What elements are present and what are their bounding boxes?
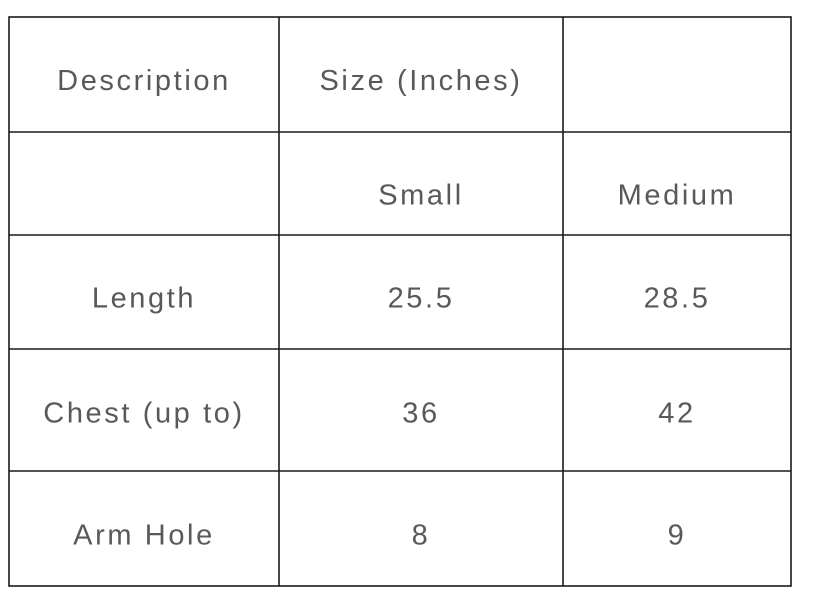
svg-text:36: 36 (402, 397, 439, 429)
svg-text:Size (Inches): Size (Inches) (319, 65, 522, 97)
svg-text:Medium: Medium (618, 180, 737, 212)
svg-text:Chest (up to): Chest (up to) (43, 397, 244, 429)
svg-text:8: 8 (412, 520, 431, 552)
svg-text:25.5: 25.5 (388, 283, 455, 315)
svg-text:Small: Small (378, 180, 464, 212)
svg-text:28.5: 28.5 (644, 283, 711, 315)
svg-text:Arm Hole: Arm Hole (73, 520, 215, 552)
svg-text:Length: Length (92, 283, 196, 315)
svg-text:42: 42 (658, 397, 695, 429)
svg-text:9: 9 (668, 520, 687, 552)
svg-text:Description: Description (57, 65, 231, 97)
